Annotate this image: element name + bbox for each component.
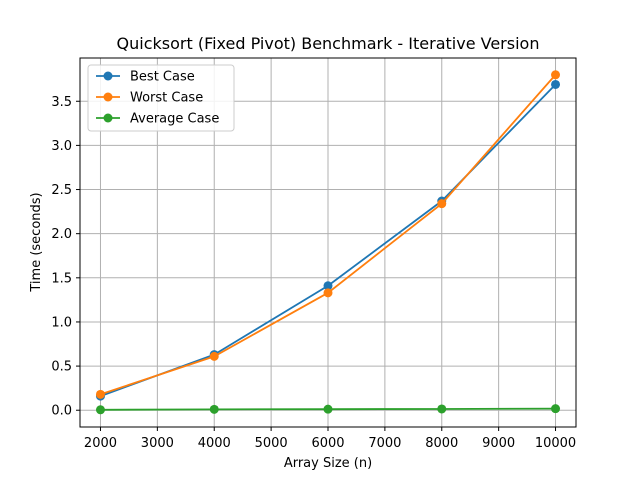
chart-title: Quicksort (Fixed Pivot) Benchmark - Iter…: [117, 34, 540, 53]
legend-item: Average Case: [96, 112, 219, 127]
x-tick-label: 10000: [535, 436, 576, 451]
y-axis-label: Time (seconds): [29, 192, 44, 292]
data-point: [437, 404, 447, 414]
data-point: [437, 199, 447, 209]
x-tick-label: 3000: [141, 436, 174, 451]
y-tick-label: 3.0: [51, 139, 72, 154]
legend-label: Worst Case: [130, 91, 203, 106]
y-tick-label: 1.0: [51, 315, 72, 330]
series-average-case: [95, 404, 561, 415]
x-tick-label: 6000: [311, 436, 344, 451]
x-tick-label: 5000: [255, 436, 288, 451]
series-worst-case: [95, 70, 561, 399]
legend-swatch-marker: [103, 92, 113, 102]
x-tick-label: 4000: [198, 436, 231, 451]
y-tick-label: 2.0: [51, 227, 72, 242]
legend-item: Worst Case: [96, 91, 203, 106]
data-point: [209, 351, 219, 361]
legend-box: [87, 64, 235, 132]
y-tick-label: 3.5: [51, 95, 72, 110]
data-point: [95, 389, 105, 399]
data-point: [551, 79, 561, 89]
data-point: [551, 70, 561, 80]
legend-item: Best Case: [96, 70, 195, 85]
legend-label: Best Case: [130, 70, 195, 85]
x-tick-label: 8000: [425, 436, 458, 451]
series-layer: [95, 70, 561, 415]
y-tick-label: 0.5: [51, 360, 72, 375]
y-tick-label: 1.5: [51, 271, 72, 286]
legend-label: Average Case: [130, 112, 219, 127]
data-point: [209, 404, 219, 414]
legend-swatch-marker: [103, 71, 113, 81]
legend-swatch-marker: [103, 113, 113, 123]
legend: Best Case Worst Case Average Case: [87, 64, 235, 132]
data-point: [323, 288, 333, 298]
x-tick-label: 7000: [368, 436, 401, 451]
x-tick-label: 9000: [482, 436, 515, 451]
data-point: [323, 404, 333, 414]
y-tick-label: 2.5: [51, 183, 72, 198]
x-axis-label: Array Size (n): [284, 456, 372, 471]
x-axis: 2000 3000 4000 5000 6000 7000 8000 9000 10000: [84, 427, 576, 451]
data-point: [95, 405, 105, 415]
x-tick-label: 2000: [84, 436, 117, 451]
data-point: [551, 404, 561, 414]
data-point: [323, 281, 333, 291]
y-axis: 0.0 0.5 1.0 1.5 2.0 2.5 3.0 3.5: [51, 95, 80, 419]
y-tick-label: 0.0: [51, 404, 72, 419]
